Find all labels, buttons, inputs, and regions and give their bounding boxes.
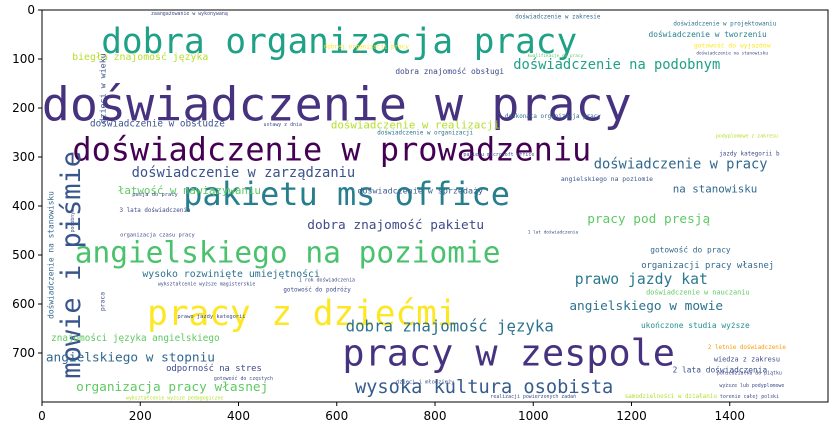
word-62: pakietu microsoft office — [463, 152, 534, 158]
word-24: biegła znajomość języka — [72, 51, 208, 63]
word-64: poniedziałku do piątku — [717, 371, 782, 377]
word-37: gotowość do wyjazdów — [694, 41, 771, 49]
word-54: wykształcenie wyższe pedagogiczne — [126, 396, 224, 402]
words-layer: doświadczenie w pracy dobra organizacja p… — [42, 11, 786, 402]
word-31: doświadczenie na stanowisku — [45, 191, 55, 319]
word-2: doświadczenie w prowadzeniu — [72, 131, 591, 169]
word-11: doświadczenie w zarządzaniu — [132, 165, 356, 181]
plot-background — [42, 10, 828, 402]
word-52: realizacji powierzonych zadań — [490, 393, 576, 400]
x-tick-label-6: 1200 — [616, 409, 647, 423]
x-tick-label-5: 1000 — [518, 409, 549, 423]
word-67: podyplomowe z zakresu — [716, 133, 778, 139]
y-tick-label-1: 100 — [12, 52, 35, 66]
word-20: doświadczenie w realizacji — [331, 119, 500, 132]
word-45: dobrej organizacji pracy — [324, 45, 410, 51]
word-70: ustawy z dnia — [264, 122, 302, 128]
word-6: pracy w zespole — [342, 332, 675, 375]
word-14: angielskiego w mowie — [569, 299, 723, 314]
word-33: dobra znajomość obsługi — [395, 66, 504, 76]
y-tick-label-0: 0 — [27, 3, 35, 17]
word-4: angielskiego na poziomie — [75, 236, 501, 270]
y-tick-label-4: 400 — [12, 199, 35, 213]
word-26: znajomości języka angielskiego — [51, 333, 219, 344]
y-tick-label-7: 700 — [12, 346, 35, 360]
word-28: odporność na stres — [166, 363, 262, 374]
word-16: organizacja pracy własnej — [76, 380, 268, 395]
word-36: wiedza z zakresu — [714, 355, 780, 363]
x-tick-label-3: 600 — [325, 409, 348, 423]
word-10: doświadczenie na podobnym — [513, 57, 720, 73]
word-44: doświadczenie w projektowaniu — [673, 21, 776, 28]
word-60: kwalifikacje do pracy — [527, 53, 583, 59]
word-1: dobra organizacja pracy — [101, 22, 577, 62]
word-35: 2 lata doświadczenia — [673, 365, 768, 375]
word-65: torenie całej polski — [720, 394, 779, 400]
word-50: 2 letnie doświadczenie — [708, 344, 786, 351]
x-tick-label-1: 200 — [129, 409, 152, 423]
word-29: dzieci w wieku — [97, 53, 107, 123]
word-9: dobra znajomość języka — [346, 317, 554, 336]
word-5: pracy z dziećmi — [147, 294, 457, 334]
word-27: organizacji pracy własnej — [641, 261, 774, 271]
word-0: doświadczenie w pracy — [42, 79, 632, 133]
word-63: 1 lat doświadczenia — [528, 228, 579, 235]
word-39: doświadczenie w nauczaniu — [646, 289, 749, 297]
word-38: doświadczenie w zakresie — [515, 13, 601, 20]
word-13: prawo jazdy kat — [575, 271, 708, 288]
word-3: pakietu ms office — [183, 175, 510, 213]
word-59: zaangażowanie w wykonywaną — [151, 11, 228, 17]
x-tick-label-4: 800 — [424, 409, 447, 423]
word-55: prawo jazdy kategorii — [177, 314, 245, 320]
word-17: dobra znajomość pakietu — [307, 218, 484, 233]
word-69: podobnym — [70, 209, 76, 233]
word-32: gotowość do pracy — [650, 245, 731, 255]
word-56: wykształcenie wyższe magisterskie — [158, 281, 256, 287]
word-61: doświadczenie na stanowisku — [696, 50, 768, 57]
word-51: dzieci i młodzieży — [396, 379, 455, 385]
x-axis: 0 200 400 600 800 1000 1200 1400 — [38, 402, 745, 423]
word-7: mowie i piśmie — [56, 151, 87, 379]
word-66: wyższe lub podyplomowe — [719, 383, 784, 389]
word-8: wysoka kultura osobista — [355, 377, 613, 398]
x-tick-label-0: 0 — [38, 409, 46, 423]
word-12: doświadczenie w pracy — [594, 156, 768, 172]
word-48: pasja do pracy — [132, 192, 178, 198]
y-tick-label-6: 600 — [12, 297, 35, 311]
word-19: na stanowisku — [673, 182, 758, 195]
word-23: doświadczenie w tworzeniu — [648, 29, 767, 39]
x-tick-label-2: 400 — [227, 409, 250, 423]
word-15: angielskiego w stopniu — [46, 350, 215, 365]
word-53: samodzielności w działaniu — [625, 393, 718, 400]
word-58: gotowość do częstych — [214, 375, 273, 382]
word-49: gotowość do podróży — [283, 286, 351, 293]
word-41: angielskiego na poziomie — [561, 175, 653, 183]
word-42: jazdy kategorii b — [719, 152, 780, 158]
x-tick-label-7: 1400 — [714, 409, 745, 423]
word-34: ukończone studia wyższe — [641, 321, 750, 330]
word-30: doświadczenie w sprzedaży — [357, 185, 483, 195]
word-21: łatwość w nawiązywaniu — [118, 184, 261, 197]
word-68: praca — [98, 292, 106, 311]
y-axis: 0 100 200 300 400 500 600 700 — [12, 3, 42, 360]
word-22: wysoko rozwinięte umiejętności — [142, 268, 320, 280]
y-tick-label-5: 500 — [12, 248, 35, 262]
word-25: doświadczenie w obsłudze — [90, 119, 225, 130]
word-43: doskonała organizacja pracy — [505, 114, 601, 120]
word-18: pracy pod presją — [587, 212, 710, 227]
y-tick-label-2: 200 — [12, 101, 35, 115]
y-tick-label-3: 300 — [12, 150, 35, 164]
word-40: doświadczenie w organizacji — [377, 129, 473, 136]
word-47: 3 lata doświadczenia — [120, 207, 191, 214]
word-57: 1 rok doświadczenia — [299, 276, 355, 283]
word-46: organizacja czasu pracy — [120, 232, 195, 238]
